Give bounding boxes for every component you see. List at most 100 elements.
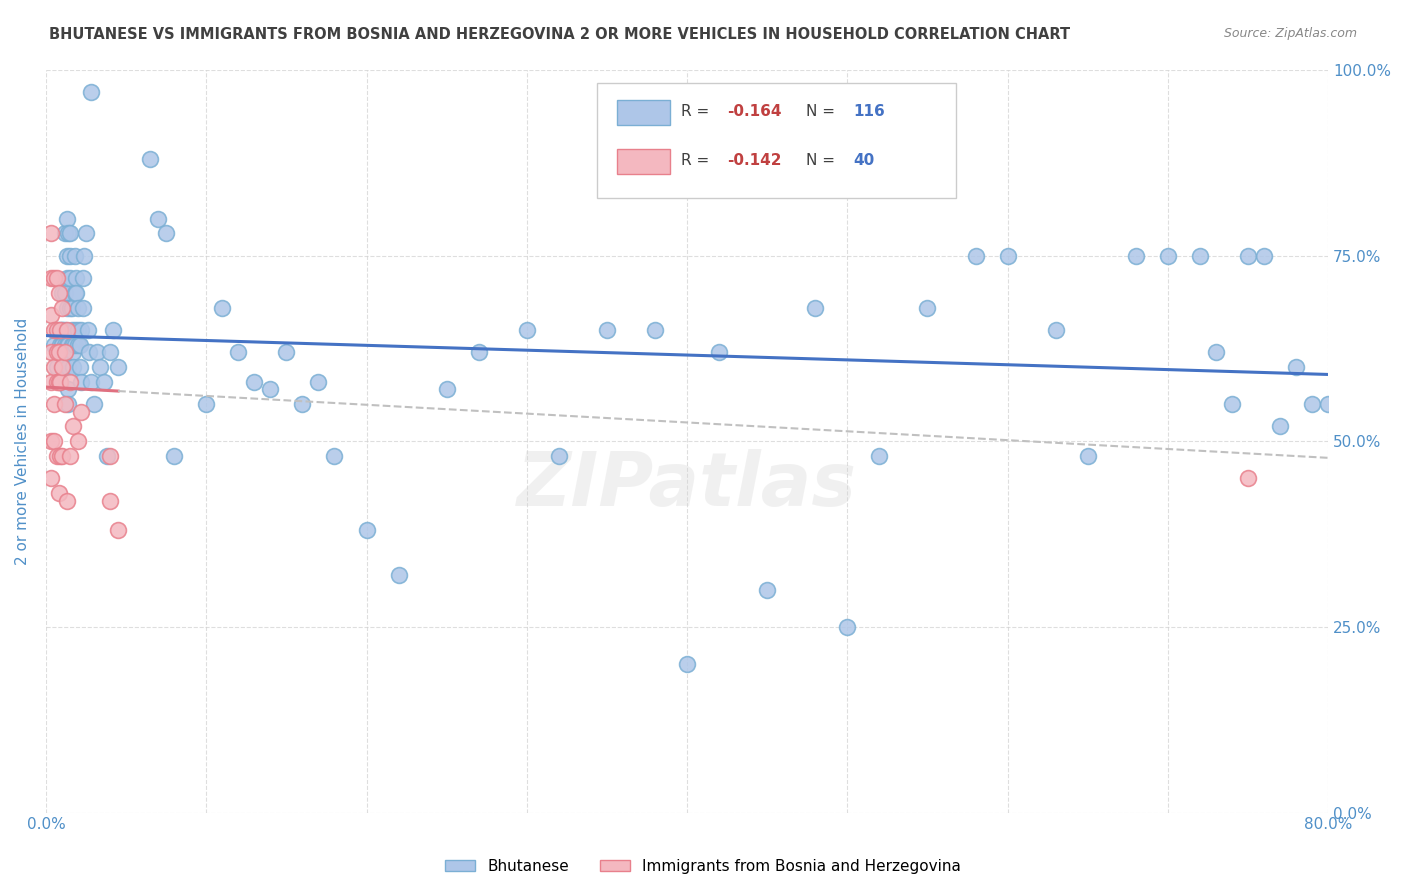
Point xyxy=(436,382,458,396)
Point xyxy=(63,249,86,263)
Point xyxy=(65,285,87,300)
Point xyxy=(1045,323,1067,337)
Point xyxy=(917,301,939,315)
Point xyxy=(72,301,94,315)
Point xyxy=(58,338,80,352)
Point xyxy=(52,345,75,359)
Text: N =: N = xyxy=(806,104,841,120)
Text: R =: R = xyxy=(681,104,714,120)
Point xyxy=(56,249,79,263)
Text: 116: 116 xyxy=(853,104,886,120)
Text: Source: ZipAtlas.com: Source: ZipAtlas.com xyxy=(1223,27,1357,40)
Bar xyxy=(617,100,671,125)
Point xyxy=(46,345,69,359)
Point xyxy=(1077,449,1099,463)
Point xyxy=(243,375,266,389)
Point xyxy=(51,301,73,315)
Point xyxy=(676,657,699,671)
Point xyxy=(51,323,73,337)
Text: BHUTANESE VS IMMIGRANTS FROM BOSNIA AND HERZEGOVINA 2 OR MORE VEHICLES IN HOUSEH: BHUTANESE VS IMMIGRANTS FROM BOSNIA AND … xyxy=(49,27,1070,42)
Point xyxy=(46,375,69,389)
Point xyxy=(1237,249,1260,263)
Point xyxy=(59,249,82,263)
Point xyxy=(98,449,121,463)
Point xyxy=(139,152,162,166)
Point xyxy=(46,271,69,285)
Point xyxy=(965,249,987,263)
Point xyxy=(756,582,779,597)
Point xyxy=(356,524,378,538)
Point xyxy=(42,271,65,285)
Point xyxy=(226,345,249,359)
Point xyxy=(39,375,62,389)
Point xyxy=(56,493,79,508)
Point xyxy=(387,568,409,582)
Point xyxy=(107,524,129,538)
Point xyxy=(56,211,79,226)
Point xyxy=(96,449,118,463)
Point xyxy=(62,338,84,352)
Point xyxy=(46,359,69,374)
Point xyxy=(59,271,82,285)
Point xyxy=(70,323,93,337)
Point xyxy=(146,211,169,226)
Point xyxy=(48,345,70,359)
Point xyxy=(804,301,827,315)
Point xyxy=(1348,397,1371,411)
Point xyxy=(76,323,98,337)
Point xyxy=(60,338,83,352)
Point xyxy=(547,449,569,463)
Point xyxy=(1237,471,1260,485)
Point xyxy=(39,345,62,359)
Bar xyxy=(617,149,671,174)
Point xyxy=(70,404,93,418)
Point xyxy=(49,338,72,352)
Point xyxy=(62,419,84,434)
Point xyxy=(1253,249,1275,263)
Point xyxy=(49,449,72,463)
Point xyxy=(51,338,73,352)
Point xyxy=(163,449,186,463)
Point xyxy=(56,301,79,315)
Point xyxy=(59,449,82,463)
Point xyxy=(291,397,314,411)
Point xyxy=(46,449,69,463)
Point xyxy=(323,449,346,463)
Point xyxy=(77,345,100,359)
Point xyxy=(66,301,89,315)
Point xyxy=(48,285,70,300)
Point xyxy=(51,345,73,359)
Point xyxy=(644,323,666,337)
Point xyxy=(42,434,65,449)
Point xyxy=(80,375,103,389)
Point xyxy=(59,227,82,241)
Point xyxy=(58,397,80,411)
Point xyxy=(1188,249,1211,263)
Point xyxy=(516,323,538,337)
Point xyxy=(70,375,93,389)
Point xyxy=(69,338,91,352)
Point xyxy=(39,227,62,241)
Point xyxy=(1301,397,1323,411)
Point xyxy=(48,345,70,359)
Point xyxy=(837,620,859,634)
Point xyxy=(49,323,72,337)
Point xyxy=(1268,419,1291,434)
Point xyxy=(39,434,62,449)
Point xyxy=(211,301,233,315)
Point xyxy=(39,271,62,285)
Point xyxy=(1333,397,1355,411)
Point xyxy=(997,249,1019,263)
Point xyxy=(58,227,80,241)
Text: -0.164: -0.164 xyxy=(727,104,782,120)
Point xyxy=(1365,359,1388,374)
Point xyxy=(51,449,73,463)
Point xyxy=(66,434,89,449)
Point xyxy=(51,359,73,374)
Point xyxy=(707,345,730,359)
Point xyxy=(596,323,619,337)
Point xyxy=(53,227,76,241)
Point xyxy=(52,359,75,374)
Text: R =: R = xyxy=(681,153,714,169)
Point xyxy=(42,323,65,337)
